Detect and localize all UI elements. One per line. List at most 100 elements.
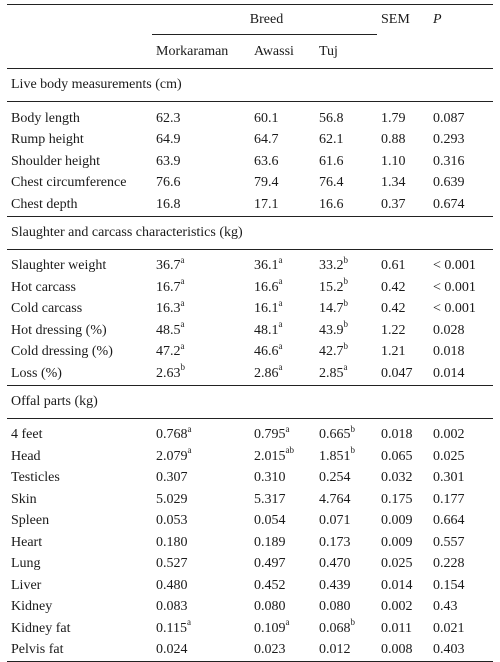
row-label: Cold carcass <box>11 301 83 317</box>
table-row: Skin 5.029 5.317 4.764 0.175 0.177 <box>7 489 493 511</box>
cell-value: 0.173 <box>319 534 351 550</box>
cell-morkaraman: 16.7a <box>152 277 250 299</box>
header-sem: SEM <box>377 4 430 35</box>
cell-morkaraman: 0.024 <box>152 639 250 662</box>
cell-value: 43.9 <box>319 322 344 338</box>
row-label: Liver <box>11 577 42 593</box>
significance-superscript: b <box>343 319 349 330</box>
cell-awassi: 46.6a <box>250 341 315 364</box>
cell-p: 0.316 <box>433 153 465 169</box>
cell-awassi: 0.497 <box>250 554 315 576</box>
significance-superscript: b <box>350 617 356 628</box>
cell-p: 0.025 <box>433 448 465 464</box>
row-label: Body length <box>11 110 80 126</box>
cell-value: 0.497 <box>254 556 286 572</box>
cell-value: 48.5 <box>156 322 181 338</box>
table-row: Cold dressing (%) 47.2a 46.6a 42.7b 1.21 0.01… <box>7 341 493 364</box>
header-breed-awassi: Awassi <box>250 34 315 69</box>
cell-sem: 0.42 <box>381 301 406 317</box>
table-row: Kidney 0.083 0.080 0.080 0.002 0.43 <box>7 597 493 619</box>
table-row: Spleen 0.053 0.054 0.071 0.009 0.664 <box>7 511 493 533</box>
cell-morkaraman: 62.3 <box>152 108 250 130</box>
cell-value: 0.054 <box>254 513 286 529</box>
table-row: Cold carcass 16.3a 16.1a 14.7b 0.42 < 0.001 <box>7 298 493 321</box>
cell-sem: 0.008 <box>377 639 430 662</box>
cell-value: 0.023 <box>254 642 286 658</box>
cell-tuj: 4.764 <box>315 489 377 511</box>
cell-value: 0.665 <box>319 427 351 443</box>
cell-sem: 1.21 <box>381 344 406 360</box>
table-row: 4 feet 0.768a 0.795a 0.665b 0.018 0.002 <box>7 423 493 447</box>
cell-awassi: 2.015ab <box>250 446 315 468</box>
cell-value: 0.307 <box>156 470 188 486</box>
cell-awassi: 2.86a <box>250 363 315 386</box>
cell-p: < 0.001 <box>433 279 476 295</box>
cell-awassi: 16.1a <box>250 298 315 321</box>
cell-value: 1.851 <box>319 448 351 464</box>
table-row: Heart 0.180 0.189 0.173 0.009 0.557 <box>7 532 493 554</box>
row-label: Kidney <box>11 599 53 615</box>
header-row-group: Breed SEM P <box>7 4 494 35</box>
significance-superscript: a <box>180 276 185 287</box>
table-row: Body length 62.3 60.1 56.8 1.79 0.087 <box>7 108 493 130</box>
cell-p: 0.674 <box>429 194 494 217</box>
cell-morkaraman: 16.3a <box>152 298 250 321</box>
cell-sem: 1.10 <box>381 153 406 169</box>
cell-morkaraman: 48.5a <box>152 320 250 342</box>
cell-value: 62.1 <box>319 132 344 148</box>
cell-awassi: 5.317 <box>250 489 315 511</box>
cell-p: 0.664 <box>433 513 465 529</box>
header-blank <box>429 34 494 69</box>
cell-tuj: 56.8 <box>315 108 377 130</box>
cell-value: 60.1 <box>254 110 279 126</box>
significance-superscript: a <box>278 254 283 265</box>
table-body: Live body measurements (cm) Body length 62… <box>7 68 494 662</box>
row-label: 4 feet <box>11 427 43 443</box>
header-p: P <box>429 4 494 35</box>
row-label: Hot dressing (%) <box>11 322 107 338</box>
table-row: Slaughter weight 36.7a 36.1a 33.2b 0.61 < 0.0… <box>7 254 493 278</box>
cell-value: 36.1 <box>254 258 279 274</box>
cell-value: 16.1 <box>254 301 279 317</box>
cell-tuj: 33.2b <box>315 255 377 278</box>
header-breed-group: Breed <box>152 4 378 35</box>
significance-superscript: a <box>180 254 185 265</box>
cell-tuj: 0.439 <box>315 575 377 597</box>
cell-sem: 0.065 <box>381 448 413 464</box>
cell-value: 16.7 <box>156 279 181 295</box>
cell-value: 46.6 <box>254 344 279 360</box>
table-row: Hot dressing (%) 48.5a 48.1a 43.9b 1.22 0.028 <box>7 320 493 342</box>
cell-value: 0.527 <box>156 556 188 572</box>
header-breed-morkaraman: Morkaraman <box>152 34 250 69</box>
cell-value: 76.4 <box>319 175 344 191</box>
cell-awassi: 0.795a <box>250 423 315 447</box>
row-label: Slaughter weight <box>11 258 107 274</box>
cell-morkaraman: 2.63b <box>152 362 250 386</box>
cell-sem: 0.61 <box>381 258 406 274</box>
section-title: Live body measurements (cm) <box>7 68 494 102</box>
cell-value: 5.029 <box>156 491 188 507</box>
cell-value: 79.4 <box>254 175 279 191</box>
row-label: Skin <box>11 491 37 507</box>
cell-awassi: 0.189 <box>250 532 315 554</box>
cell-p: 0.557 <box>433 534 465 550</box>
significance-superscript: a <box>285 423 290 434</box>
significance-superscript: b <box>180 362 186 373</box>
cell-sem: 1.79 <box>381 110 406 126</box>
cell-value: 0.254 <box>319 470 351 486</box>
cell-sem: 0.025 <box>381 556 413 572</box>
table-row: Rump height 64.9 64.7 62.1 0.88 0.293 <box>7 130 493 152</box>
cell-awassi: 48.1a <box>250 320 315 342</box>
cell-p: 0.002 <box>433 427 465 443</box>
cell-value: 0.115 <box>156 620 187 636</box>
cell-sem: 0.009 <box>381 513 413 529</box>
row-label: Head <box>11 448 41 464</box>
cell-morkaraman: 36.7a <box>152 254 250 278</box>
cell-value: 64.7 <box>254 132 279 148</box>
header-blank <box>7 4 152 35</box>
significance-superscript: a <box>343 362 348 373</box>
cell-p: 0.014 <box>429 363 494 386</box>
header-row-breeds: Morkaraman Awassi Tuj <box>7 34 494 69</box>
cell-sem: 0.175 <box>381 491 413 507</box>
cell-value: 0.080 <box>319 599 351 615</box>
